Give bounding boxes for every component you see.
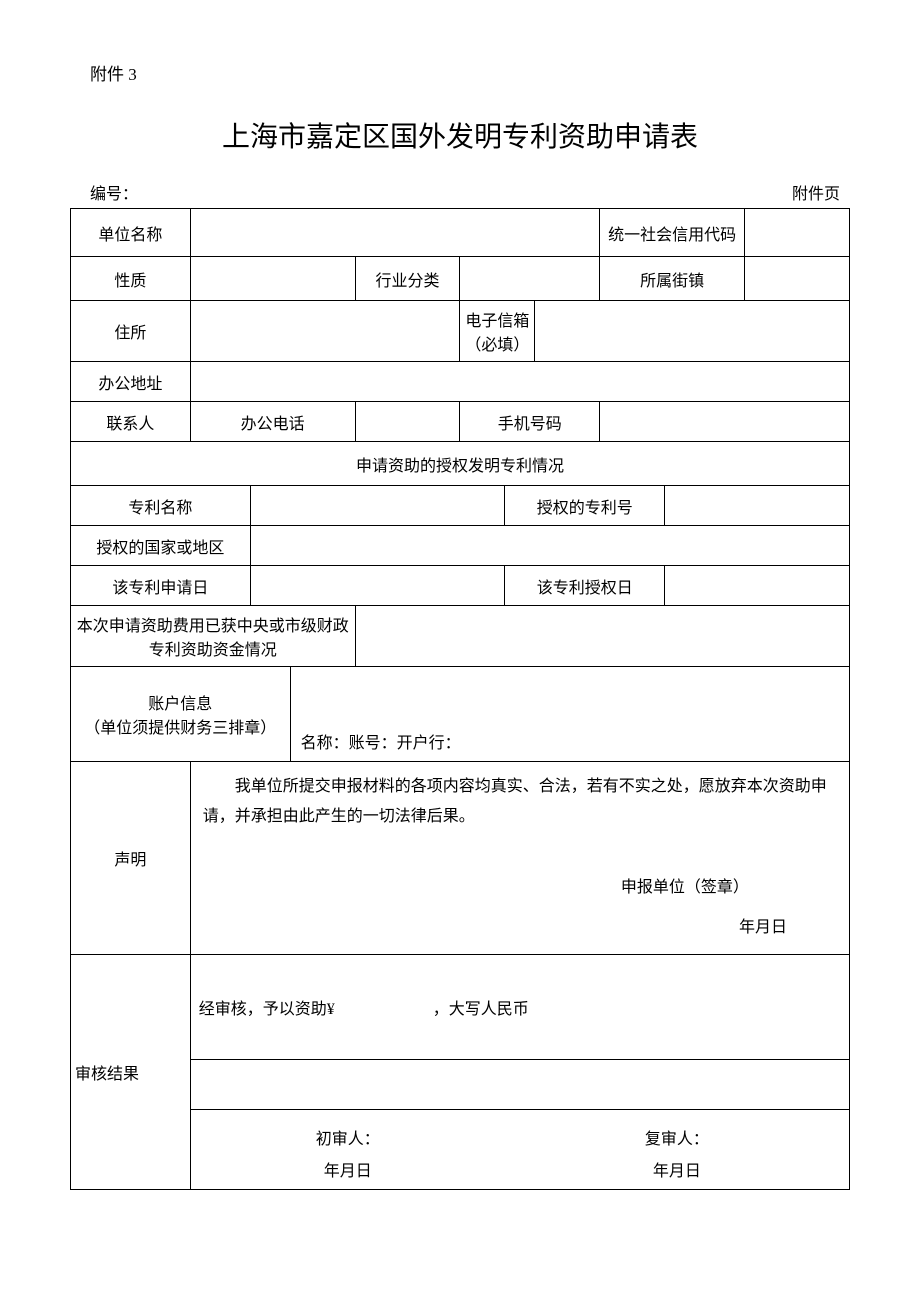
application-form: 单位名称 统一社会信用代码 性质 行业分类 所属街镇 住所 电子信箱（必填） 办… [70, 208, 850, 1190]
second-reviewer-label: 复审人： [509, 1125, 845, 1149]
audit-amount-line: 经审核，予以资助¥ ，大写人民币 [190, 954, 849, 1059]
label-declaration: 声明 [71, 762, 191, 955]
serial-label: 编号： [90, 180, 138, 204]
declaration-text: 我单位所提交申报材料的各项内容均真实、合法，若有不实之处，愿放弃本次资助申请，并… [203, 772, 837, 833]
label-contact: 联系人 [71, 402, 191, 442]
label-prior-funding: 本次申请资助费用已获中央或市级财政专利资助资金情况 [71, 606, 356, 667]
value-office-addr[interactable] [190, 362, 849, 402]
value-patent-name[interactable] [250, 486, 505, 526]
value-account[interactable]: 名称：账号：开户行： [290, 667, 849, 762]
value-industry[interactable] [460, 257, 600, 301]
first-reviewer-label: 初审人： [195, 1125, 501, 1149]
label-patent-name: 专利名称 [71, 486, 251, 526]
label-account-info: 账户信息 （单位须提供财务三排章） [71, 667, 291, 762]
label-office-addr: 办公地址 [71, 362, 191, 402]
second-reviewer-cell: 复审人： 年月日 [505, 1109, 850, 1189]
value-office-phone[interactable] [355, 402, 460, 442]
pages-label: 附件页 [792, 180, 840, 204]
label-industry: 行业分类 [355, 257, 460, 301]
audit-mid-left [190, 1059, 505, 1109]
declaration-sign-label: 申报单位（签章） [203, 873, 837, 903]
audit-text-post: ，大写人民币 [433, 1001, 529, 1018]
value-prior-funding[interactable] [355, 606, 849, 667]
account-info-title: 账户信息 [75, 690, 286, 714]
label-email: 电子信箱（必填） [460, 301, 535, 362]
page-title: 上海市嘉定区国外发明专利资助申请表 [70, 115, 850, 155]
value-unit-name[interactable] [190, 209, 599, 257]
value-address[interactable] [190, 301, 460, 362]
label-grant-date: 该专利授权日 [505, 566, 665, 606]
value-grant-region[interactable] [250, 526, 849, 566]
value-email[interactable] [535, 301, 850, 362]
label-patent-no: 授权的专利号 [505, 486, 665, 526]
audit-mid-right [505, 1059, 850, 1109]
account-fields-label: 名称：账号：开户行： [301, 735, 461, 752]
value-uscc[interactable] [745, 209, 850, 257]
first-reviewer-cell: 初审人： 年月日 [190, 1109, 505, 1189]
account-info-note: （单位须提供财务三排章） [75, 714, 286, 738]
label-unit-name: 单位名称 [71, 209, 191, 257]
label-mobile: 手机号码 [460, 402, 600, 442]
value-mobile[interactable] [600, 402, 850, 442]
label-office-phone: 办公电话 [190, 402, 355, 442]
label-uscc: 统一社会信用代码 [600, 209, 745, 257]
value-town[interactable] [745, 257, 850, 301]
label-apply-date: 该专利申请日 [71, 566, 251, 606]
declaration-content: 我单位所提交申报材料的各项内容均真实、合法，若有不实之处，愿放弃本次资助申请，并… [190, 762, 849, 955]
label-grant-region: 授权的国家或地区 [71, 526, 251, 566]
first-reviewer-date: 年月日 [195, 1157, 501, 1181]
label-audit-result: 审核结果 [71, 954, 191, 1189]
label-town: 所属街镇 [600, 257, 745, 301]
attachment-label: 附件 3 [90, 60, 850, 85]
value-patent-no[interactable] [665, 486, 850, 526]
declaration-date: 年月日 [203, 913, 837, 943]
second-reviewer-date: 年月日 [509, 1157, 845, 1181]
audit-text-pre: 经审核，予以资助¥ [199, 1001, 335, 1018]
header-row: 编号： 附件页 [70, 180, 850, 204]
value-grant-date[interactable] [665, 566, 850, 606]
label-nature: 性质 [71, 257, 191, 301]
value-apply-date[interactable] [250, 566, 505, 606]
value-nature[interactable] [190, 257, 355, 301]
label-address: 住所 [71, 301, 191, 362]
section-patent-info: 申请资助的授权发明专利情况 [71, 442, 850, 486]
